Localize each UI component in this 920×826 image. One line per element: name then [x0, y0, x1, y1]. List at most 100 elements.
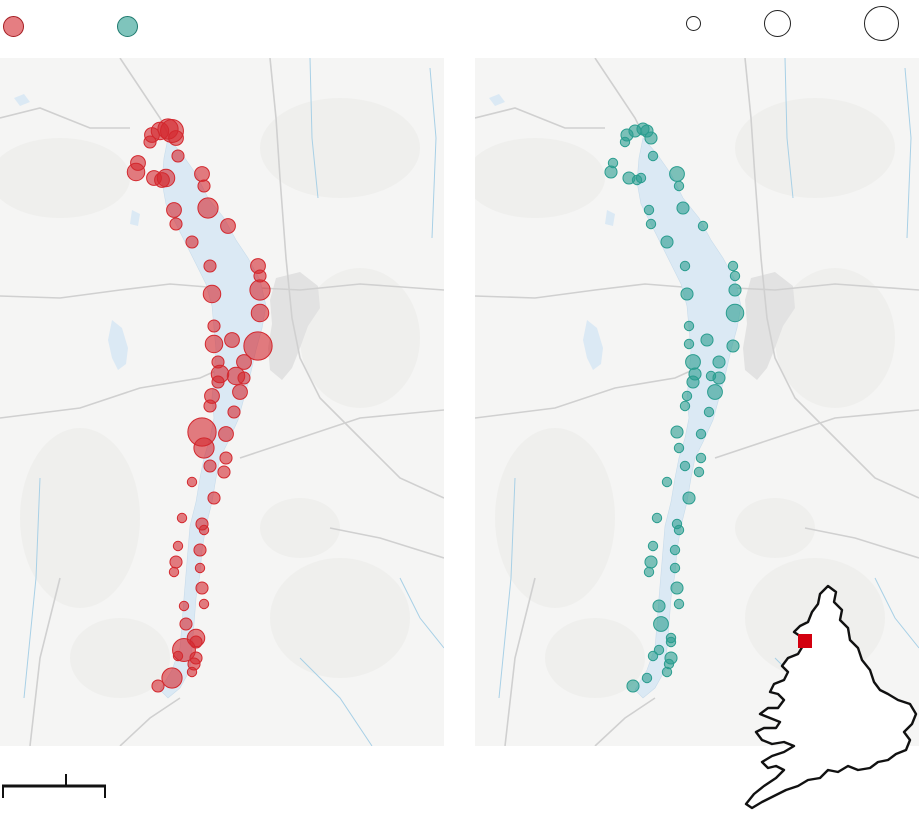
- river-line: [309, 58, 319, 199]
- river-line: [784, 58, 794, 199]
- river-line: [904, 67, 912, 239]
- survey-point-right-8: [604, 165, 618, 179]
- survey-point-right-36: [712, 371, 726, 385]
- survey-point-left-48: [176, 512, 188, 524]
- locator-inset-map: [744, 584, 918, 810]
- survey-point-left-67: [172, 650, 184, 662]
- survey-point-right-66: [641, 672, 653, 684]
- survey-point-right-40: [673, 442, 685, 454]
- survey-point-left-31: [236, 354, 252, 370]
- survey-point-right-45: [693, 466, 705, 478]
- river-line: [299, 657, 373, 746]
- survey-point-left-18: [185, 235, 199, 249]
- small-lake: [14, 94, 30, 106]
- survey-point-left-41: [218, 426, 234, 442]
- survey-point-right-15: [676, 201, 690, 215]
- survey-point-left-38: [203, 399, 217, 413]
- survey-point-left-35: [232, 384, 248, 400]
- survey-point-left-26: [243, 331, 273, 361]
- survey-point-left-65: [151, 679, 165, 693]
- survey-point-right-11: [635, 172, 647, 184]
- survey-point-right-30: [685, 354, 701, 370]
- survey-point-left-68: [189, 635, 203, 649]
- survey-point-left-58: [198, 598, 210, 610]
- hill-shade: [735, 98, 895, 198]
- survey-point-left-16: [166, 202, 182, 218]
- survey-point-right-42: [703, 406, 715, 418]
- survey-point-right-34: [686, 375, 700, 389]
- inset-location-marker: [798, 634, 812, 648]
- survey-point-left-17: [169, 217, 183, 231]
- hill-shade: [260, 498, 340, 558]
- hill-shade: [300, 268, 420, 408]
- river-line: [874, 577, 919, 649]
- survey-point-right-35: [707, 384, 723, 400]
- hill-shade: [495, 428, 615, 608]
- survey-point-right-25: [725, 303, 745, 323]
- road-line: [744, 58, 919, 499]
- survey-point-left-42: [227, 405, 241, 419]
- survey-point-right-14: [673, 180, 685, 192]
- survey-point-left-8: [126, 162, 146, 182]
- survey-point-right-38: [679, 400, 691, 412]
- survey-point-right-43: [695, 452, 707, 464]
- survey-point-right-48: [651, 512, 663, 524]
- survey-point-right-44: [679, 460, 691, 472]
- survey-point-left-46: [207, 491, 221, 505]
- survey-point-left-47: [186, 476, 198, 488]
- survey-point-right-58: [673, 598, 685, 610]
- river-line: [429, 67, 437, 239]
- survey-point-left-27: [207, 319, 221, 333]
- survey-point-right-41: [695, 428, 707, 440]
- survey-point-left-14: [197, 179, 211, 193]
- hill-shade: [270, 558, 410, 678]
- survey-point-left-24: [249, 279, 271, 301]
- road-line: [269, 58, 444, 499]
- survey-point-right-27: [683, 320, 695, 332]
- survey-point-right-37: [681, 390, 693, 402]
- small-lake: [605, 210, 615, 226]
- survey-point-right-12: [647, 150, 659, 162]
- survey-point-left-29: [204, 334, 224, 354]
- road-line: [0, 107, 130, 129]
- survey-point-right-23: [729, 270, 741, 282]
- survey-point-right-50: [673, 524, 685, 536]
- river-line: [399, 577, 444, 649]
- survey-point-left-34: [211, 375, 225, 389]
- survey-point-right-59: [653, 616, 669, 632]
- hill-shade: [545, 618, 645, 698]
- river-line: [498, 477, 516, 699]
- survey-point-left-55: [194, 562, 206, 574]
- size-key-large: [864, 6, 899, 41]
- road-line: [239, 409, 444, 459]
- survey-point-right-51: [647, 540, 659, 552]
- survey-point-right-65: [626, 679, 640, 693]
- road-line: [29, 577, 61, 746]
- hill-shade: [475, 138, 605, 218]
- survey-point-left-53: [169, 555, 183, 569]
- survey-point-left-21: [202, 284, 222, 304]
- survey-point-right-26: [726, 339, 740, 353]
- hill-shade: [70, 618, 170, 698]
- survey-point-left-40: [193, 437, 215, 459]
- survey-point-right-64: [661, 666, 673, 678]
- map-panel-left: [0, 58, 444, 746]
- survey-point-right-46: [682, 491, 696, 505]
- road-line: [714, 409, 919, 459]
- map-panel-right: [475, 58, 919, 746]
- survey-point-right-22: [727, 260, 739, 272]
- survey-point-right-17: [645, 218, 657, 230]
- survey-point-left-52: [193, 543, 207, 557]
- survey-point-right-19: [697, 220, 709, 232]
- survey-point-left-54: [168, 566, 180, 578]
- survey-point-left-13: [194, 166, 210, 182]
- survey-point-right-53: [644, 555, 658, 569]
- survey-point-right-24: [728, 283, 742, 297]
- survey-point-right-68: [665, 636, 677, 648]
- map-left-svg: [0, 58, 444, 746]
- road-line: [594, 697, 656, 746]
- survey-point-left-25: [250, 303, 270, 323]
- survey-point-left-50: [198, 524, 210, 536]
- survey-point-right-52: [669, 544, 681, 556]
- survey-point-right-47: [661, 476, 673, 488]
